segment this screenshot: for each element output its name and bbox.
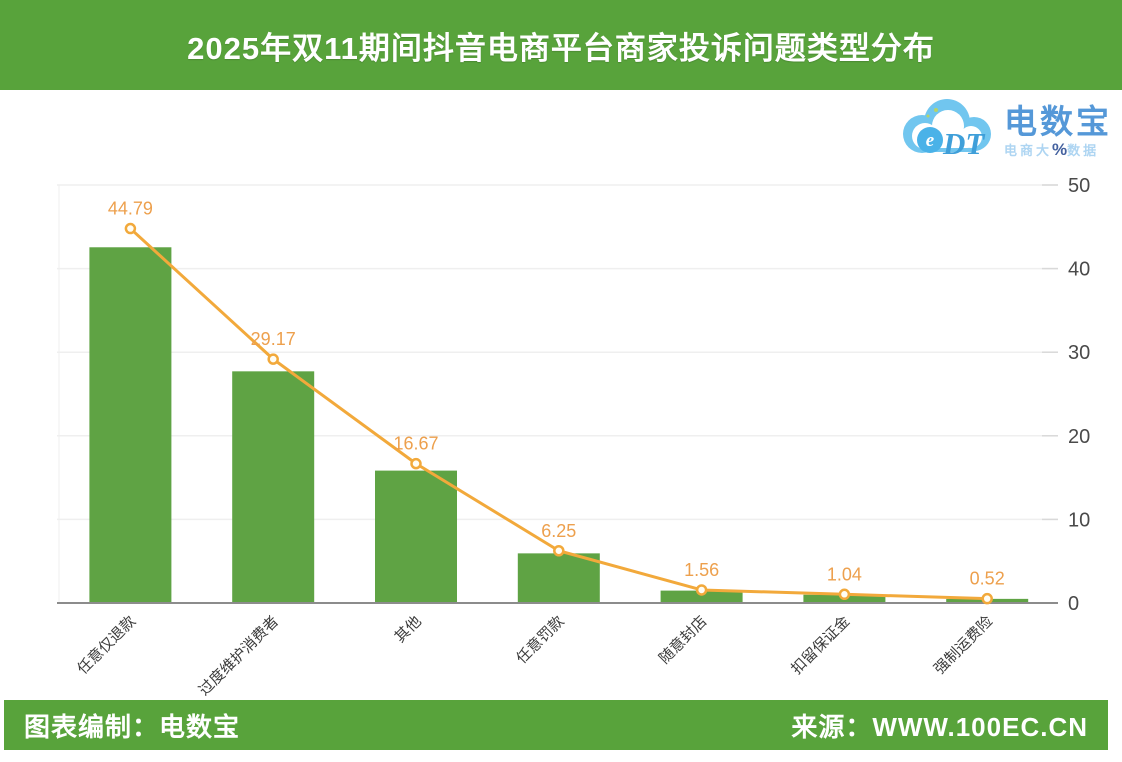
line-marker	[267, 353, 279, 365]
line-marker	[553, 545, 565, 557]
y-tick-label: 30	[1068, 342, 1090, 364]
x-category-label: 任意仅退款	[73, 612, 139, 678]
brand-tagline: 电商大%数据	[1004, 141, 1099, 159]
line-marker	[838, 588, 851, 601]
value-label: 6.25	[541, 521, 576, 541]
bar	[89, 247, 172, 603]
x-category-label: 随意封店	[655, 612, 710, 667]
bar	[375, 470, 457, 603]
tagline-prefix: 电商大	[1004, 143, 1053, 159]
tagline-suffix: 数据	[1067, 143, 1100, 159]
line-marker	[124, 222, 137, 235]
logo-text: 电数宝 电商大%数据	[1004, 102, 1112, 159]
title-bar: 2025年双11期间抖音电商平台商家投诉问题类型分布	[0, 0, 1122, 90]
x-category-label: 扣留保证金	[788, 613, 853, 678]
y-tick-label: 0	[1068, 593, 1079, 615]
value-label: 1.04	[827, 564, 862, 584]
bar-line-chart: 0 10 20 30 40 50 44.79 29.17 16.67 6.25 1.56 1.04 0.…	[57, 175, 1090, 699]
bar	[232, 371, 315, 603]
y-tick-label: 20	[1068, 426, 1090, 448]
value-label: 16.67	[393, 434, 438, 454]
x-category-label: 其他	[392, 613, 425, 646]
svg-text:e: e	[926, 130, 935, 151]
line-marker	[410, 457, 422, 470]
line-marker	[981, 592, 993, 605]
brand-name: 电数宝	[1004, 102, 1112, 140]
value-label: 29.17	[251, 329, 296, 349]
bar	[660, 590, 743, 603]
value-label: 44.79	[108, 199, 153, 219]
cloud-logo-icon: e DT	[903, 99, 991, 161]
y-tick-label: 40	[1068, 259, 1090, 281]
source-text: 来源：WWW.100EC.CN	[791, 711, 1088, 742]
edt-logo: e DT 电数宝 电商大%数据	[892, 92, 1112, 172]
tagline-percent: %	[1052, 140, 1068, 160]
x-category-label: 过度维护消费者	[196, 613, 282, 699]
source-bar: 图表编制：电数宝 来源：WWW.100EC.CN	[4, 700, 1108, 750]
page-title: 2025年双11期间抖音电商平台商家投诉问题类型分布	[187, 30, 935, 66]
x-category-label: 强制运费险	[931, 613, 996, 678]
line-marker	[695, 584, 708, 596]
x-category-label: 任意罚款	[512, 612, 567, 667]
y-tick-label: 10	[1068, 509, 1090, 531]
value-label: 0.52	[970, 569, 1005, 589]
svg-text:DT: DT	[942, 126, 985, 161]
bar	[517, 553, 600, 603]
value-label: 1.56	[684, 560, 719, 580]
credit-text: 图表编制：电数宝	[24, 711, 241, 742]
y-tick-label: 50	[1068, 175, 1090, 197]
